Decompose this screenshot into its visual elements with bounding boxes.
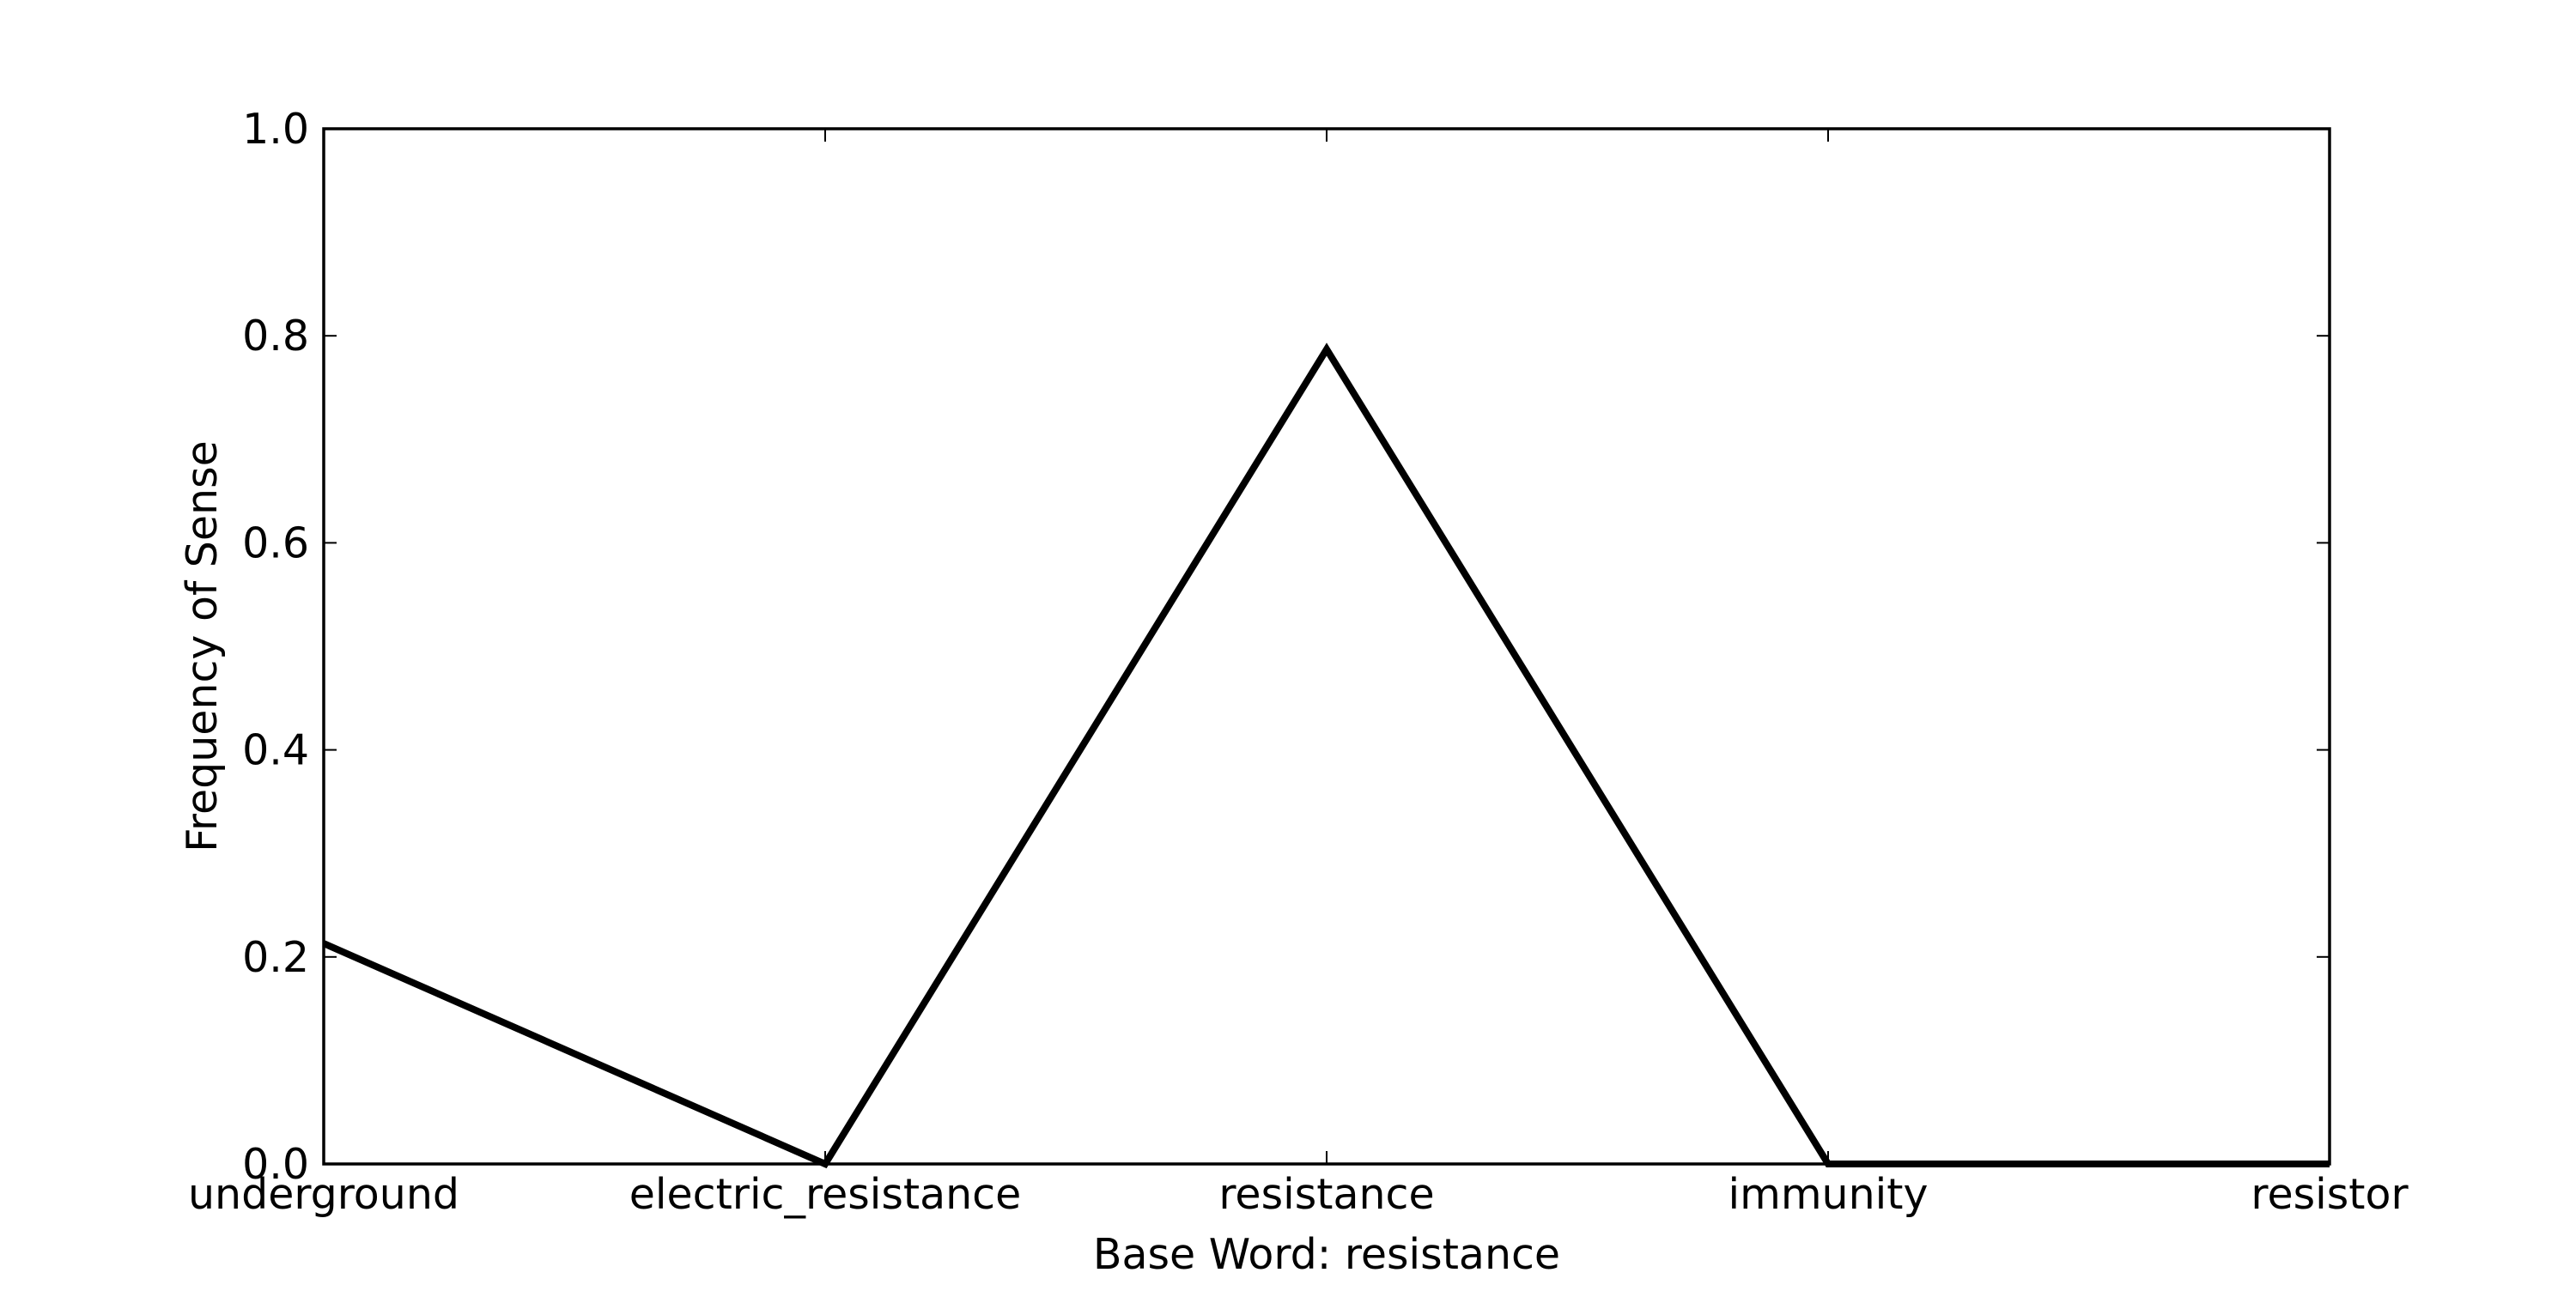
y-tick-label: 1.0 — [242, 105, 309, 154]
x-tick-label: electric_resistance — [629, 1170, 1022, 1219]
y-tick-label: 0.6 — [242, 518, 309, 567]
y-tick-label: 0.2 — [242, 933, 309, 982]
x-tick-label: underground — [188, 1170, 459, 1219]
x-tick-label: resistor — [2251, 1170, 2409, 1219]
x-tick-label: resistance — [1218, 1170, 1434, 1219]
y-tick-label: 0.4 — [242, 726, 309, 775]
x-tick-label: immunity — [1728, 1170, 1928, 1219]
x-axis-label: Base Word: resistance — [1093, 1230, 1560, 1279]
y-axis-label: Frequency of Sense — [178, 440, 227, 852]
y-tick-label: 0.0 — [242, 1140, 309, 1189]
y-tick-label: 0.8 — [242, 312, 309, 361]
